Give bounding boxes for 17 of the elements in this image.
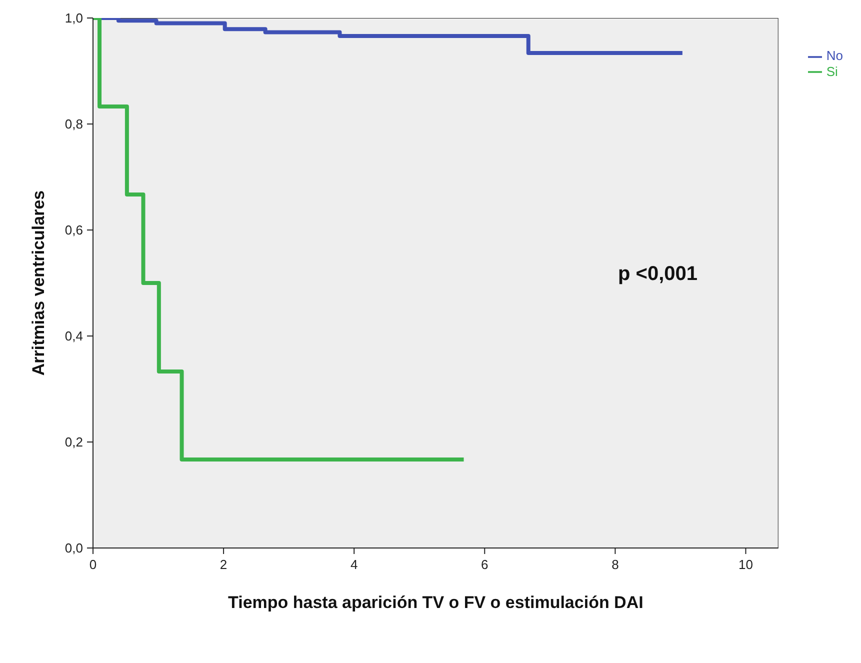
x-axis-title: Tiempo hasta aparición TV o FV o estimulación DAI (228, 593, 644, 612)
x-tick-label: 4 (350, 557, 358, 572)
y-tick-label: 0,2 (64, 434, 83, 450)
x-tick-label: 8 (612, 557, 619, 572)
y-tick-label: 0,8 (64, 116, 83, 132)
y-tick-label: 1,0 (64, 10, 83, 26)
legend-label: Si (826, 64, 838, 79)
y-tick-label: 0,6 (64, 222, 83, 238)
x-tick-label: 2 (220, 557, 228, 572)
x-tick-label: 0 (89, 557, 97, 572)
legend-label: No (826, 48, 843, 63)
annotation: p <0,001 (618, 263, 698, 286)
y-tick-label: 0,4 (64, 328, 83, 344)
x-tick-label: 10 (738, 557, 753, 572)
y-axis-title: Arritmias ventriculares (29, 190, 48, 376)
y-tick-label: 0,0 (64, 540, 83, 556)
x-tick-label: 6 (481, 557, 488, 572)
